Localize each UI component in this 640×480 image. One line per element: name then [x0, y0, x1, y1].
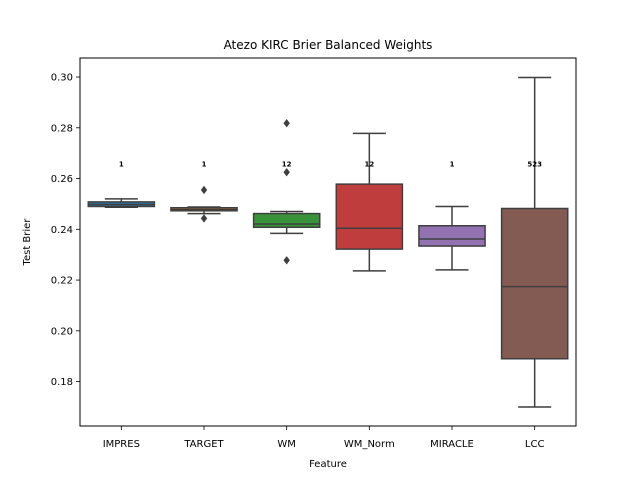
box: [335, 183, 404, 250]
count-annotation: 1: [119, 160, 124, 168]
outlier-point: [200, 214, 208, 223]
box: [500, 207, 569, 360]
y-tick-label: 0.18: [51, 377, 73, 388]
count-annotation: 1: [450, 160, 455, 168]
y-axis: 0.18 0.20 0.22 0.24 0.26 0.28 0.30: [51, 73, 80, 388]
outlier-point: [283, 256, 290, 265]
outlier-point: [283, 168, 290, 177]
box-group-miracle: 1: [418, 160, 486, 271]
y-tick-label: 0.26: [51, 174, 73, 185]
plot-area: 1 1 12 12 1 523: [87, 76, 569, 408]
box: [252, 212, 321, 229]
outlier-point: [200, 185, 208, 195]
outlier-point: [283, 119, 290, 128]
y-tick-label: 0.30: [51, 73, 73, 84]
y-axis-label: Test Brier: [22, 218, 33, 267]
box-group-impres: 1: [87, 160, 156, 208]
y-tick-label: 0.20: [51, 326, 73, 337]
plot-frame: [79, 57, 577, 427]
x-tick-label: TARGET: [183, 439, 224, 450]
x-tick-label: IMPRES: [103, 439, 140, 450]
box-group-wm: 12: [252, 119, 321, 265]
box-group-target: 1: [170, 160, 238, 223]
y-tick-label: 0.22: [51, 276, 73, 287]
x-axis: IMPRES TARGET WM WM_Norm MIRACLE LCC: [103, 426, 545, 450]
count-annotation: 523: [527, 160, 542, 168]
y-tick-label: 0.28: [51, 123, 73, 134]
count-annotation: 1: [202, 160, 207, 168]
y-tick-label: 0.24: [51, 225, 73, 236]
box-group-wm-norm: 12: [335, 132, 404, 272]
count-annotation: 12: [364, 160, 374, 168]
x-tick-label: MIRACLE: [430, 439, 474, 450]
x-tick-label: WM_Norm: [344, 439, 395, 450]
chart-title: Atezo KIRC Brier Balanced Weights: [224, 38, 433, 52]
x-axis-label: Feature: [309, 459, 347, 470]
x-tick-label: WM: [277, 439, 296, 450]
x-tick-label: LCC: [525, 439, 545, 450]
count-annotation: 12: [282, 160, 292, 168]
box: [418, 225, 486, 247]
box-group-lcc: 523: [500, 76, 569, 408]
